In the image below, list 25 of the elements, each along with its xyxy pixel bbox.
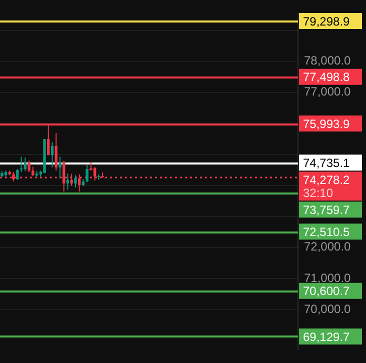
ref-line-label: 74,735.1 bbox=[303, 156, 350, 170]
candlestick bbox=[28, 160, 30, 173]
candlestick bbox=[24, 157, 27, 172]
y-tick-label: 70,000.0 bbox=[304, 302, 352, 316]
candlestick bbox=[16, 168, 19, 180]
ref-line-label: 73,759.7 bbox=[303, 202, 350, 217]
text: 32:10 bbox=[303, 186, 334, 200]
ref-line-label: 70,600.7 bbox=[303, 284, 350, 298]
ref-line-label: 77,498.8 bbox=[303, 70, 350, 84]
y-tick-label: 71,000.0 bbox=[304, 270, 352, 285]
ref-line-label: 79,298.9 bbox=[303, 14, 350, 28]
candlestick bbox=[86, 164, 88, 183]
ref-line-label: 74,278.2 bbox=[303, 172, 350, 187]
candlestick bbox=[50, 142, 54, 168]
ref-line-label: 69,129.7 bbox=[303, 330, 350, 344]
ref-line-label: 72,510.5 bbox=[303, 224, 350, 239]
candlestick bbox=[74, 174, 77, 188]
candlestick bbox=[20, 156, 23, 173]
candlestick bbox=[32, 166, 34, 177]
y-tick-label: 78,000.0 bbox=[304, 54, 352, 68]
candlestick bbox=[58, 156, 62, 179]
candlestick bbox=[54, 132, 58, 172]
ref-line-label: 75,993.9 bbox=[303, 116, 350, 131]
y-tick-label: 72,000.0 bbox=[304, 240, 352, 254]
y-tick-label: 77,000.0 bbox=[304, 84, 352, 99]
